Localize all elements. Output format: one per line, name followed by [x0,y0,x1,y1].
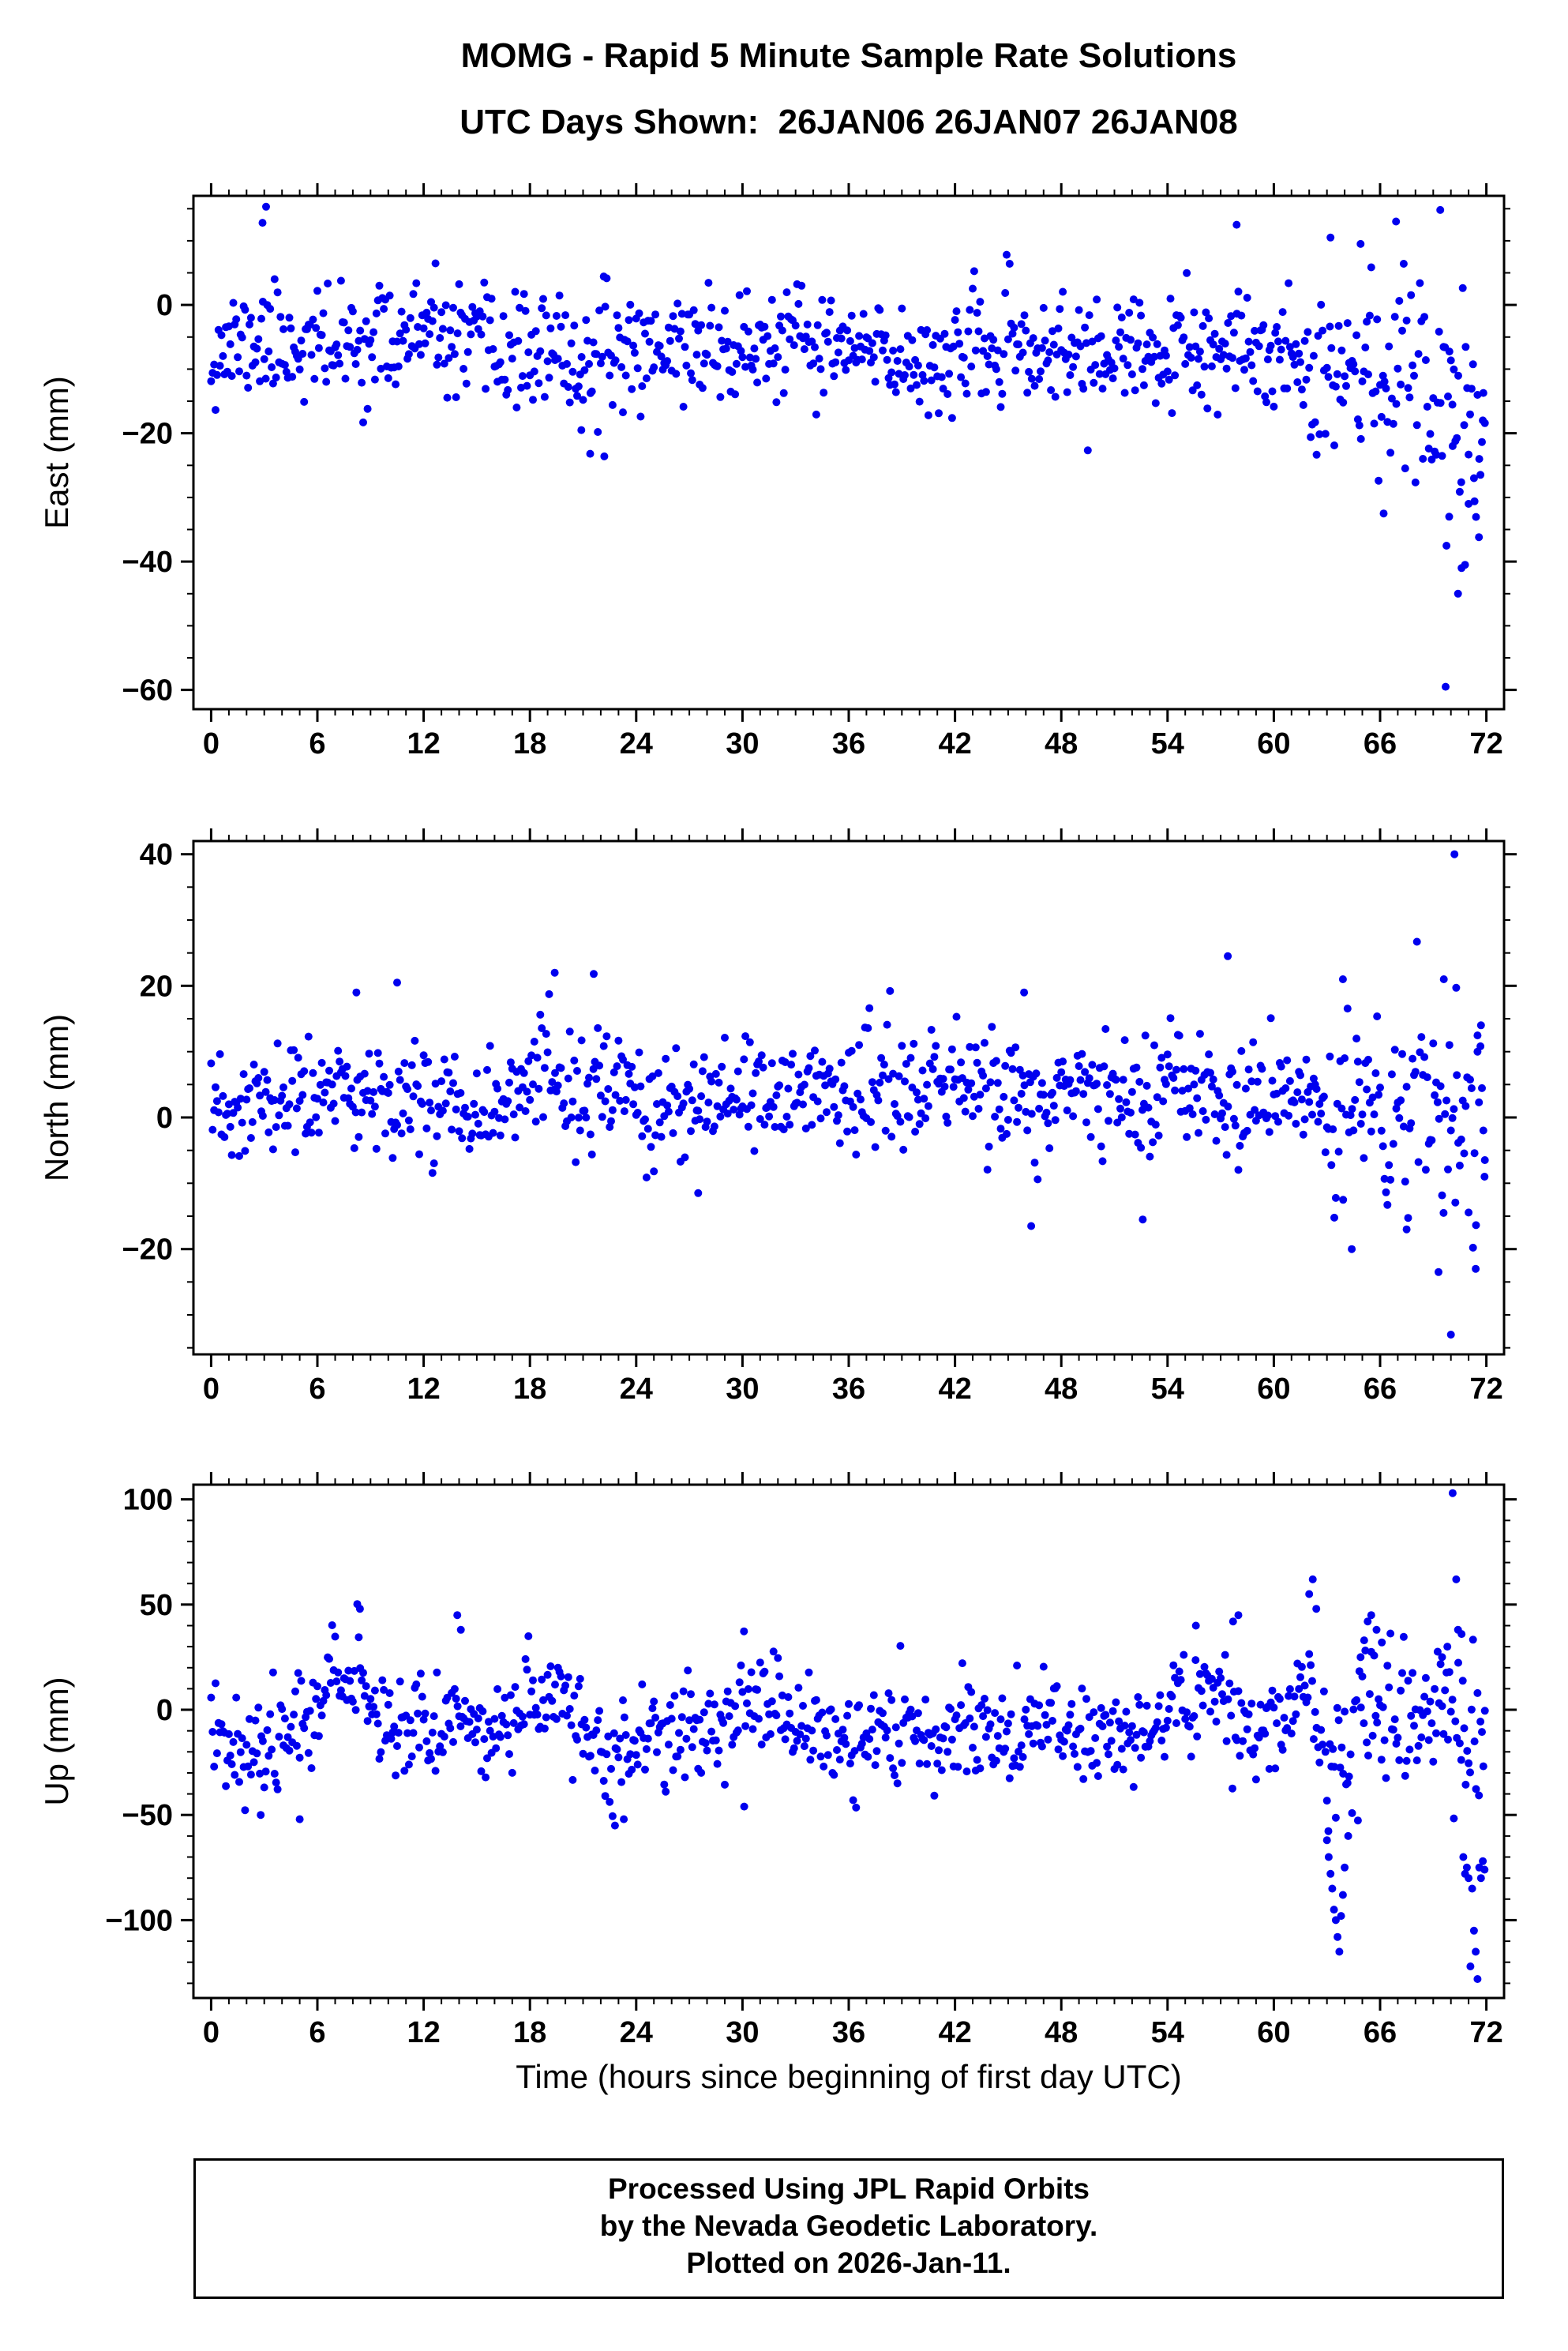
svg-text:40: 40 [140,839,173,872]
svg-text:−100: −100 [105,1904,173,1937]
svg-text:72: 72 [1469,1373,1502,1406]
svg-text:0: 0 [156,289,173,322]
svg-text:42: 42 [938,2016,971,2049]
svg-text:−50: −50 [122,1799,173,1832]
svg-text:−40: −40 [122,546,173,579]
svg-text:0: 0 [156,1102,173,1135]
east-scatter-panel: 0 6 12 18 24 30 36 42 48 54 60 66 72 −60 −40 −20 0 [122,183,1517,761]
svg-text:66: 66 [1364,2016,1397,2049]
svg-text:100: 100 [123,1484,173,1517]
svg-text:66: 66 [1364,727,1397,761]
svg-text:60: 60 [1257,2016,1290,2049]
svg-text:0: 0 [203,1373,219,1406]
svg-text:54: 54 [1151,2016,1184,2049]
svg-text:0: 0 [203,727,219,761]
svg-text:36: 36 [832,1373,865,1406]
svg-text:48: 48 [1045,1373,1078,1406]
svg-text:−20: −20 [122,1234,173,1267]
up-scatter-panel: 0 6 12 18 24 30 36 42 48 54 60 66 72 −100 −50 0 50 100 [105,1472,1517,2049]
svg-text:12: 12 [407,1373,440,1406]
svg-text:66: 66 [1364,1373,1397,1406]
svg-text:6: 6 [309,1373,325,1406]
svg-text:30: 30 [726,1373,759,1406]
svg-text:6: 6 [309,2016,325,2049]
svg-text:60: 60 [1257,1373,1290,1406]
north-scatter-panel: 0 6 12 18 24 30 36 42 48 54 60 66 72 −20 0 20 40 [122,828,1517,1406]
svg-text:30: 30 [726,2016,759,2049]
svg-text:24: 24 [620,727,653,761]
svg-text:42: 42 [938,1373,971,1406]
svg-text:48: 48 [1045,727,1078,761]
svg-text:30: 30 [726,727,759,761]
svg-text:54: 54 [1151,727,1184,761]
svg-text:36: 36 [832,2016,865,2049]
svg-text:42: 42 [938,727,971,761]
svg-text:12: 12 [407,727,440,761]
svg-text:24: 24 [620,2016,653,2049]
svg-text:36: 36 [832,727,865,761]
chart-subtitle: UTC Days Shown: 26JAN06 26JAN07 26JAN08 [460,103,1238,141]
x-axis-label: Time (hours since beginning of first day… [516,2058,1182,2095]
up-axis-label: Up (mm) [38,1677,75,1806]
svg-text:12: 12 [407,2016,440,2049]
svg-text:72: 72 [1469,2016,1502,2049]
svg-text:−20: −20 [122,418,173,451]
svg-text:0: 0 [156,1694,173,1727]
svg-text:48: 48 [1045,2016,1078,2049]
footer-box: Processed Using JPL Rapid Orbits by the … [193,2158,1504,2299]
east-axis-label: East (mm) [38,376,75,529]
footer-line-2: by the Nevada Geodetic Laboratory. [599,2210,1098,2242]
svg-text:20: 20 [140,970,173,1003]
svg-text:50: 50 [140,1589,173,1622]
svg-text:60: 60 [1257,727,1290,761]
svg-text:18: 18 [513,1373,546,1406]
svg-text:−60: −60 [122,674,173,708]
footer-line-3: Plotted on 2026-Jan-11. [686,2247,1011,2279]
svg-text:6: 6 [309,727,325,761]
svg-text:24: 24 [620,1373,653,1406]
svg-text:54: 54 [1151,1373,1184,1406]
svg-text:72: 72 [1469,727,1502,761]
north-axis-label: North (mm) [38,1013,75,1182]
svg-text:18: 18 [513,2016,546,2049]
chart-title: MOMG - Rapid 5 Minute Sample Rate Soluti… [460,36,1237,75]
svg-text:0: 0 [203,2016,219,2049]
svg-text:18: 18 [513,727,546,761]
footer-line-1: Processed Using JPL Rapid Orbits [608,2173,1090,2205]
